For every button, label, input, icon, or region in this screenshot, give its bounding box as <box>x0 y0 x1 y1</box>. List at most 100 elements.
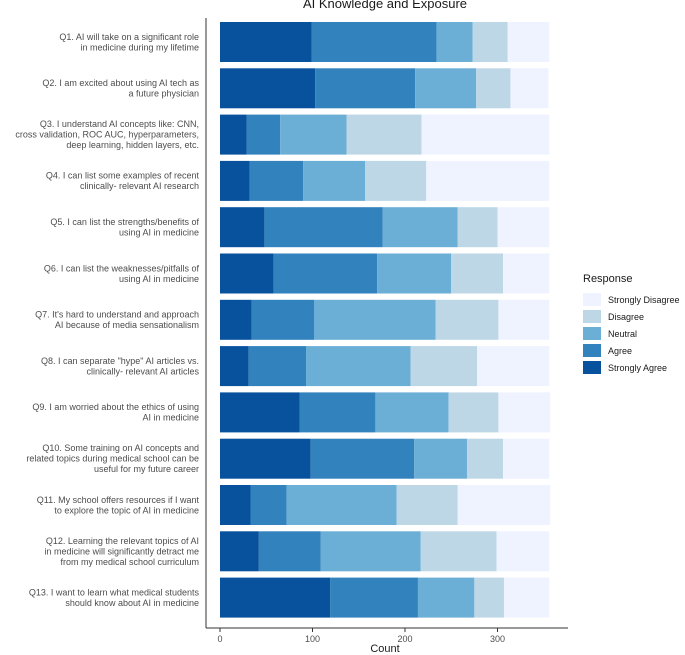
bar-segment-agree-q5 <box>264 207 383 248</box>
bar-segment-disagree-q1 <box>472 22 508 62</box>
bar-segment-strongly-agree-q1 <box>220 22 312 62</box>
bar-segment-strongly-agree-q9 <box>220 392 300 433</box>
legend-swatch <box>583 293 601 306</box>
bar-segment-neutral-q10 <box>414 438 467 479</box>
bar-segment-strongly-agree-q7 <box>220 299 252 340</box>
bar-segment-disagree-q5 <box>457 207 498 248</box>
x-tick-label: 200 <box>397 634 412 644</box>
bar-segment-agree-q13 <box>330 577 418 618</box>
category-label-q5: Q5. I can list the strengths/benefits of… <box>50 217 199 238</box>
category-label-q9: Q9. I am worried about the ethics of usi… <box>32 402 199 423</box>
bar-segment-agree-q8 <box>248 346 307 387</box>
x-tick-label: 300 <box>490 634 505 644</box>
bar-segment-disagree-q6 <box>451 253 504 294</box>
bar-segment-strongly-disagree-q10 <box>503 438 550 479</box>
bar-segment-agree-q6 <box>273 253 378 294</box>
bar-segment-strongly-disagree-q6 <box>503 253 550 294</box>
bar-segment-strongly-disagree-q4 <box>426 160 550 201</box>
bar-segment-strongly-disagree-q3 <box>421 114 550 155</box>
category-labels: Q1. AI will take on a significant role in… <box>15 32 199 608</box>
legend-label: Neutral <box>608 328 638 339</box>
bar-segment-strongly-disagree-q8 <box>477 346 550 387</box>
bar-segment-agree-q3 <box>246 114 281 155</box>
legend-items: Strongly Disagree Disagree Neutral Agree Str… <box>583 291 680 376</box>
bar-segment-disagree-q11 <box>396 485 458 525</box>
bar-segment-disagree-q4 <box>365 160 427 201</box>
legend-swatch <box>583 310 601 323</box>
x-tick-label: 0 <box>217 634 222 644</box>
bar-segment-neutral-q12 <box>320 531 421 572</box>
bar-segment-agree-q1 <box>311 22 437 62</box>
bar-segment-strongly-agree-q4 <box>220 160 250 201</box>
bar-segment-disagree-q9 <box>448 392 499 433</box>
legend-swatch <box>583 361 601 374</box>
legend-label: Disagree <box>608 311 645 322</box>
bar-segment-strongly-agree-q8 <box>220 346 249 387</box>
bar-segment-strongly-agree-q10 <box>220 438 311 479</box>
legend-swatch <box>583 327 601 340</box>
x-axis: 0 100 200 300 <box>217 628 505 644</box>
bar-segment-strongly-agree-q2 <box>220 68 316 109</box>
legend-label: Strongly Agree <box>608 362 668 373</box>
bar-segment-neutral-q2 <box>415 68 477 109</box>
legend-item-disagree: Disagree <box>583 308 680 325</box>
bar-segment-strongly-disagree-q7 <box>498 299 550 340</box>
legend-item-strongly-agree: Strongly Agree <box>583 359 680 376</box>
bar-segment-neutral-q8 <box>306 346 411 387</box>
category-label-q10: Q10. Some training on AI concepts and rel… <box>26 443 199 474</box>
bar-segment-agree-q10 <box>310 438 415 479</box>
bar-segment-agree-q9 <box>299 392 376 433</box>
bar-segment-strongly-agree-q6 <box>220 253 274 294</box>
bar-segment-disagree-q7 <box>435 299 499 340</box>
category-label-q11: Q11. My school offers resources if I wan… <box>37 495 200 516</box>
legend-title: Response <box>583 273 633 285</box>
bar-segment-disagree-q13 <box>474 577 504 618</box>
category-label-q4: Q4. I can list some examples of recent cl… <box>46 171 200 192</box>
bar-segment-strongly-agree-q12 <box>220 531 259 572</box>
bar-segment-strongly-disagree-q12 <box>496 531 550 572</box>
bar-segment-strongly-disagree-q11 <box>457 485 551 525</box>
bar-segment-neutral-q6 <box>377 253 452 294</box>
bar-segment-agree-q12 <box>258 531 321 572</box>
bar-segment-neutral-q13 <box>417 577 475 618</box>
legend-item-agree: Agree <box>583 342 680 359</box>
bar-segment-strongly-disagree-q13 <box>503 577 550 618</box>
bar-segment-disagree-q12 <box>420 531 497 572</box>
bar-segment-agree-q11 <box>250 485 287 525</box>
category-label-q1: Q1. AI will take on a significant role in… <box>59 32 199 53</box>
bar-segment-disagree-q10 <box>466 438 504 479</box>
bar-segment-strongly-agree-q13 <box>220 577 331 618</box>
bar-segment-neutral-q11 <box>286 485 397 525</box>
bar-segment-neutral-q1 <box>436 22 473 62</box>
bar-segment-agree-q7 <box>251 299 315 340</box>
bar-segment-agree-q2 <box>315 68 416 109</box>
x-tick-label: 100 <box>305 634 320 644</box>
bar-segment-disagree-q3 <box>346 114 422 155</box>
bar-group <box>220 22 551 618</box>
x-axis-label: Count <box>370 643 399 655</box>
category-label-q3: Q3. I understand AI concepts like: CNN, c… <box>15 119 199 150</box>
bar-segment-disagree-q2 <box>476 68 511 109</box>
bar-segment-neutral-q3 <box>280 114 347 155</box>
bar-segment-strongly-agree-q5 <box>220 207 265 248</box>
legend-label: Agree <box>608 345 633 356</box>
legend: Response Strongly Disagree Disagree Neutra… <box>583 273 680 376</box>
bar-segment-strongly-agree-q11 <box>220 485 251 525</box>
bar-segment-neutral-q4 <box>303 160 366 201</box>
category-label-q6: Q6. I can list the weaknesses/pitfalls o… <box>44 263 200 284</box>
legend-swatch <box>583 344 601 357</box>
bar-segment-strongly-disagree-q1 <box>507 22 550 62</box>
category-label-q13: Q13. I want to learn what medical studen… <box>29 587 200 608</box>
bar-segment-neutral-q7 <box>314 299 436 340</box>
category-label-q8: Q8. I can separate "hype" AI articles vs… <box>41 356 199 377</box>
bar-segment-strongly-disagree-q9 <box>498 392 551 433</box>
chart-title: AI Knowledge and Exposure <box>303 0 467 11</box>
bar-segment-neutral-q9 <box>375 392 449 433</box>
legend-label: Strongly Disagree <box>608 294 680 305</box>
bar-segment-strongly-agree-q3 <box>220 114 247 155</box>
category-label-q2: Q2. I am excited about using AI tech as a… <box>42 78 199 99</box>
category-label-q12: Q12. Learning the relevant topics of AI i… <box>44 536 199 567</box>
bar-segment-strongly-disagree-q2 <box>510 68 549 109</box>
legend-item-neutral: Neutral <box>583 325 680 342</box>
